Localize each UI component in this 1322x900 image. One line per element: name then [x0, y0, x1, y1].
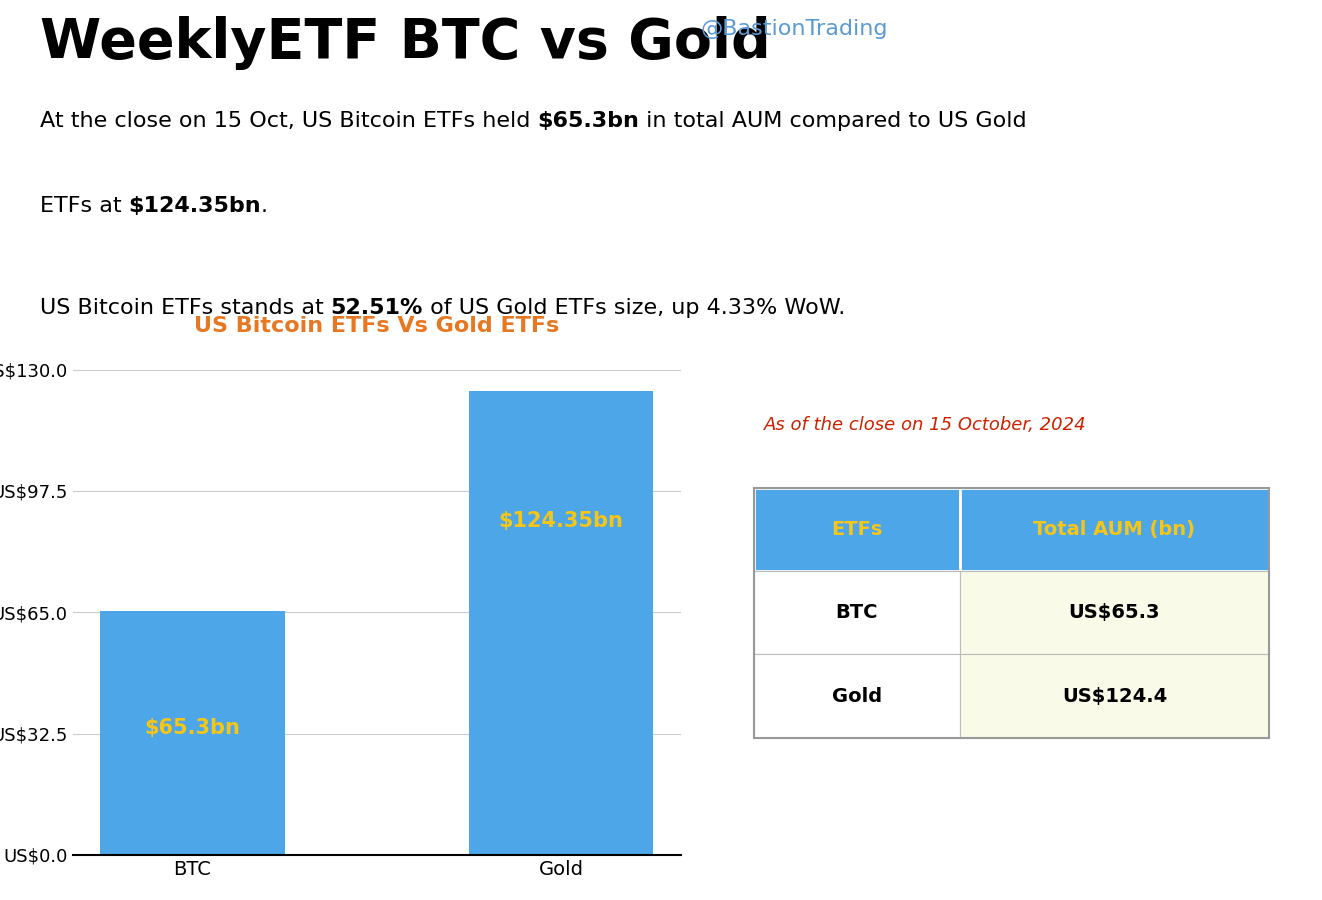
Text: $124.35bn: $124.35bn: [128, 196, 260, 216]
Text: of US Gold ETFs size, up 4.33% WoW.: of US Gold ETFs size, up 4.33% WoW.: [423, 298, 845, 319]
Text: US$65.3: US$65.3: [1068, 603, 1161, 623]
Text: BTC: BTC: [836, 603, 878, 623]
Text: $65.3bn: $65.3bn: [144, 718, 241, 738]
Text: $124.35bn: $124.35bn: [498, 510, 624, 531]
FancyBboxPatch shape: [754, 572, 960, 654]
Text: in total AUM compared to US Gold: in total AUM compared to US Gold: [639, 111, 1027, 131]
Text: @BastionTrading: @BastionTrading: [701, 20, 888, 40]
Text: ETFs: ETFs: [832, 520, 882, 539]
Text: Total AUM (bn): Total AUM (bn): [1034, 520, 1195, 539]
FancyBboxPatch shape: [754, 488, 960, 572]
Bar: [100, 611, 284, 855]
Text: WeeklyETF BTC vs Gold: WeeklyETF BTC vs Gold: [40, 16, 771, 70]
FancyBboxPatch shape: [960, 572, 1269, 654]
Title: US Bitcoin ETFs Vs Gold ETFs: US Bitcoin ETFs Vs Gold ETFs: [194, 316, 559, 336]
Text: US$124.4: US$124.4: [1062, 687, 1167, 706]
Text: .: .: [260, 196, 268, 216]
FancyBboxPatch shape: [754, 654, 960, 738]
Text: $65.3bn: $65.3bn: [537, 111, 639, 131]
FancyBboxPatch shape: [960, 654, 1269, 738]
FancyBboxPatch shape: [960, 488, 1269, 572]
Text: As of the close on 15 October, 2024: As of the close on 15 October, 2024: [764, 417, 1087, 435]
Text: At the close on 15 Oct, US Bitcoin ETFs held: At the close on 15 Oct, US Bitcoin ETFs …: [40, 111, 537, 131]
Text: US Bitcoin ETFs stands at: US Bitcoin ETFs stands at: [40, 298, 330, 319]
Text: ETFs at: ETFs at: [40, 196, 128, 216]
Text: Gold: Gold: [832, 687, 882, 706]
Text: 52.51%: 52.51%: [330, 298, 423, 319]
Bar: [469, 391, 653, 855]
